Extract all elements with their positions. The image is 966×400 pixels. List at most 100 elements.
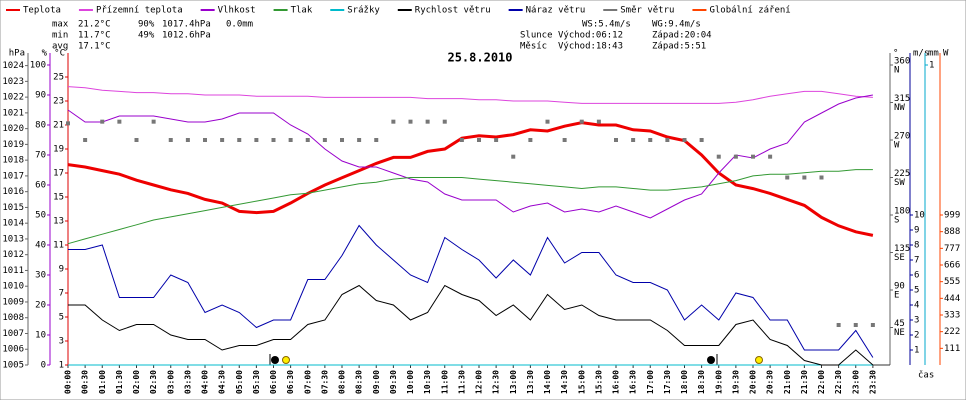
y-tick-label: 45: [894, 319, 905, 329]
y-tick-label: 25: [53, 73, 64, 83]
direction-mark: [168, 138, 173, 142]
legend-label: Vlhkost: [218, 6, 256, 16]
y-tick-label: 180: [894, 207, 910, 217]
legend-label: Teplota: [23, 6, 61, 16]
axis-unit: W: [943, 49, 949, 59]
direction-mark: [271, 138, 276, 142]
y-tick-label: 10: [35, 331, 46, 341]
stat: 1017.4hPa: [162, 20, 211, 30]
direction-mark: [511, 154, 516, 159]
legend-label: Tlak: [291, 6, 313, 16]
x-tick-label: 16:30: [629, 370, 638, 394]
y-tick-label: 3: [59, 337, 64, 347]
y-tick-label: 1011: [2, 266, 24, 276]
x-tick-label: 06:00: [269, 370, 278, 394]
x-tick-label: 03:30: [183, 370, 192, 394]
direction-mark: [151, 119, 156, 124]
y-tick-label: 225: [894, 169, 910, 179]
y-tick-label: 9: [59, 265, 64, 275]
direction-mark: [785, 175, 790, 180]
y-tick-label: 1020: [2, 124, 24, 134]
legend-label: Srážky: [347, 6, 380, 16]
x-tick-label: 18:00: [680, 370, 689, 394]
y-tick-label: 1016: [2, 187, 24, 197]
x-axis-label: čas: [918, 370, 934, 381]
direction-mark: [716, 154, 721, 159]
stat: 1012.6hPa: [162, 31, 211, 41]
y-tick-label: 1006: [2, 345, 24, 355]
y-tick-label: 11: [53, 241, 64, 251]
direction-mark: [631, 138, 636, 142]
stat: Východ:18:43: [558, 42, 623, 52]
direction-mark: [648, 138, 653, 142]
compass-label: SW: [894, 178, 905, 188]
direction-mark: [220, 138, 225, 142]
x-tick-label: 20:30: [766, 370, 775, 394]
x-tick-label: 16:00: [612, 370, 621, 394]
y-tick-label: 1015: [2, 203, 24, 213]
series-line: [67, 94, 873, 219]
y-tick-label: 1024: [2, 61, 24, 71]
y-tick-label: 6: [914, 271, 919, 281]
legend-label: Rychlost větru: [415, 6, 491, 16]
y-tick-label: 222: [944, 327, 960, 337]
axis-unit: °C: [54, 49, 65, 59]
legend-label: Přízemní teplota: [96, 6, 183, 16]
direction-mark: [853, 323, 858, 327]
direction-mark: [408, 119, 413, 124]
direction-mark: [117, 119, 122, 124]
y-tick-label: 9: [914, 226, 919, 236]
x-tick-label: 00:00: [64, 370, 73, 394]
compass-label: S: [894, 216, 899, 226]
x-tick-label: 04:30: [218, 370, 227, 394]
compass-label: NW: [894, 103, 905, 113]
direction-mark: [528, 138, 533, 142]
y-tick-label: 15: [53, 193, 64, 203]
y-tick-label: 1: [59, 361, 64, 371]
y-tick-label: 1012: [2, 250, 24, 260]
direction-mark: [374, 138, 379, 142]
direction-mark: [288, 138, 293, 142]
stat-label: Měsíc: [520, 42, 547, 52]
y-tick-label: 40: [35, 241, 46, 251]
direction-mark: [733, 154, 738, 159]
stat-label: avg: [52, 42, 68, 52]
x-tick-label: 08:00: [338, 370, 347, 394]
y-tick-label: 7: [59, 289, 64, 299]
y-tick-label: 555: [944, 277, 960, 287]
direction-mark: [357, 138, 362, 142]
x-tick-label: 17:30: [663, 370, 672, 394]
x-tick-label: 18:30: [697, 370, 706, 394]
stat: WS:5.4m/s: [582, 20, 631, 30]
direction-mark: [477, 138, 481, 142]
direction-mark: [699, 138, 704, 142]
y-tick-label: 0: [41, 361, 46, 371]
x-tick-label: 01:30: [115, 370, 124, 394]
direction-mark: [682, 138, 687, 142]
x-tick-label: 00:30: [81, 370, 90, 394]
y-tick-label: 20: [35, 301, 46, 311]
x-tick-label: 19:30: [731, 370, 740, 394]
x-tick-label: 10:30: [423, 370, 432, 394]
y-tick-label: 8: [914, 241, 919, 251]
stat-label: max: [52, 20, 69, 30]
y-tick-label: 90: [894, 282, 905, 292]
y-tick-label: 888: [944, 227, 960, 237]
series-line: [67, 121, 874, 237]
axis-unit: m/s: [913, 49, 929, 59]
x-tick-label: 07:30: [320, 370, 329, 394]
moon-icon: [707, 356, 715, 364]
direction-mark: [819, 175, 824, 180]
direction-mark: [870, 323, 875, 327]
stat: 90%: [138, 20, 155, 30]
x-tick-label: 22:30: [834, 370, 843, 394]
compass-label: E: [894, 291, 899, 301]
y-tick-label: 3: [914, 316, 919, 326]
y-tick-label: 315: [894, 94, 910, 104]
y-tick-label: 19: [53, 145, 64, 155]
series-line: [67, 86, 873, 104]
direction-mark: [83, 138, 88, 142]
x-tick-label: 07:00: [303, 370, 312, 394]
y-tick-label: 1007: [2, 329, 24, 339]
